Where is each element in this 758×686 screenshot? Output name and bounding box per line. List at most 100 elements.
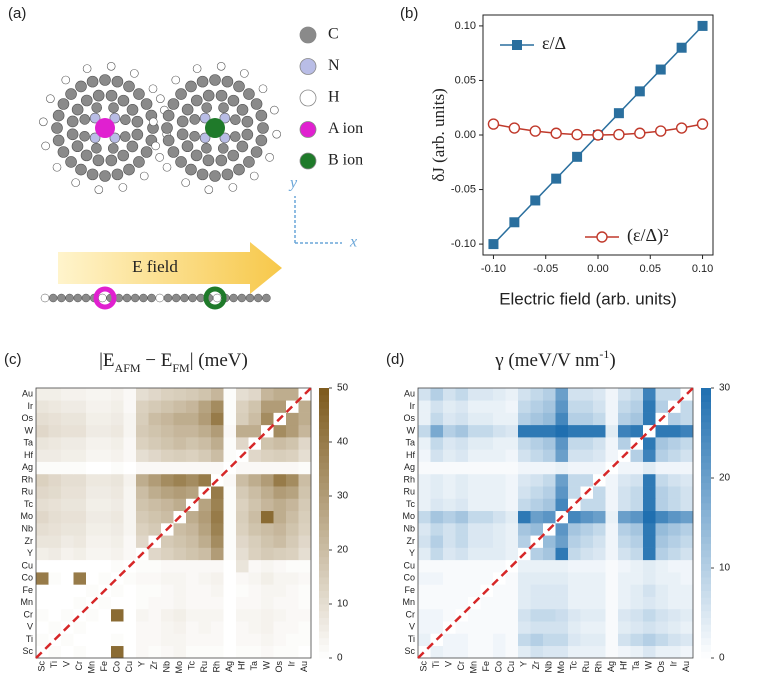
atom (201, 102, 213, 113)
cell (211, 596, 224, 610)
cell (98, 523, 112, 536)
colorbar-step (319, 624, 329, 632)
cell (198, 388, 212, 401)
cell (161, 584, 174, 597)
colorbar-step (701, 577, 711, 585)
atom (229, 131, 241, 142)
colorbar-label: 20 (719, 473, 731, 484)
cell (136, 572, 149, 585)
cell (668, 473, 681, 487)
cell (580, 388, 594, 401)
cell (580, 510, 594, 524)
y-tick-label: Tc (24, 499, 34, 509)
cell (455, 486, 469, 499)
y-tick-label: Fe (404, 585, 415, 595)
cell (36, 473, 49, 487)
cell (543, 437, 556, 450)
cell (643, 584, 656, 597)
cell (493, 535, 506, 548)
cell (211, 388, 224, 401)
cell (211, 510, 224, 524)
cell (530, 498, 544, 512)
cell (111, 486, 124, 499)
cell (273, 645, 287, 659)
atom (79, 114, 91, 125)
cell (605, 621, 619, 634)
cell (186, 547, 199, 561)
cell (236, 400, 249, 413)
cell (443, 596, 456, 610)
x-tick-label: Au (299, 661, 309, 672)
cell (261, 547, 274, 561)
cell (111, 608, 124, 622)
cell (111, 388, 124, 401)
cell (73, 510, 87, 524)
cell (298, 584, 312, 597)
y-tick-label: Co (21, 573, 33, 583)
cell (286, 486, 299, 499)
cell (261, 461, 274, 475)
heatmap-title: |EAFM − EFM| (meV) (99, 350, 248, 374)
cell (418, 498, 431, 512)
cell (161, 424, 174, 438)
cell (505, 400, 519, 413)
colorbar-step (319, 597, 329, 605)
cell (668, 424, 681, 438)
x-tick-label: Ag (606, 661, 616, 672)
cell (480, 633, 494, 647)
x-tick-label: Cr (74, 661, 84, 671)
cell (668, 633, 681, 647)
cell (36, 449, 49, 462)
cell (148, 510, 162, 524)
y-tick-label: Au (404, 389, 415, 399)
cell (261, 535, 274, 548)
atom (118, 183, 128, 192)
colorbar-step (701, 516, 711, 524)
cell (136, 461, 149, 475)
cell (630, 621, 644, 634)
legend-atom (299, 121, 317, 138)
cell (261, 596, 274, 610)
cell (505, 621, 519, 634)
ion-side (93, 286, 117, 310)
cell (518, 437, 531, 450)
cell (480, 510, 494, 524)
cell (430, 596, 444, 610)
cell (530, 596, 544, 610)
x-tick-label: Ta (631, 661, 641, 671)
x-tick-label: Tc (187, 661, 197, 671)
atom (71, 178, 80, 187)
colorbar-step (701, 529, 711, 537)
title-part: γ (meV/V nm (494, 350, 599, 371)
cell (123, 473, 137, 487)
cell (543, 388, 556, 401)
cell (480, 572, 494, 585)
y-tick-label: Hf (24, 450, 33, 460)
atom (257, 122, 269, 134)
cell (680, 412, 694, 426)
cell (186, 535, 199, 548)
x-tick-label: Y (137, 661, 147, 667)
cell (555, 596, 569, 610)
cell (211, 461, 224, 475)
y-axis-label: δJ (arb. units) (429, 88, 448, 181)
cell (418, 461, 431, 475)
cell (248, 473, 262, 487)
cell (418, 510, 431, 524)
y-tick-label: Sc (404, 646, 415, 656)
cell (580, 633, 594, 647)
cell (443, 424, 456, 438)
cell (61, 608, 74, 622)
cell (568, 523, 581, 536)
atom (89, 132, 101, 144)
cell (286, 559, 299, 573)
colorbar-step (701, 408, 711, 416)
colorbar-step (319, 570, 329, 578)
colorbar-step (701, 462, 711, 470)
atom (199, 112, 211, 124)
cell (286, 498, 299, 512)
atom (189, 130, 200, 142)
cell (605, 584, 619, 597)
cell (136, 437, 149, 450)
cell (593, 621, 606, 634)
